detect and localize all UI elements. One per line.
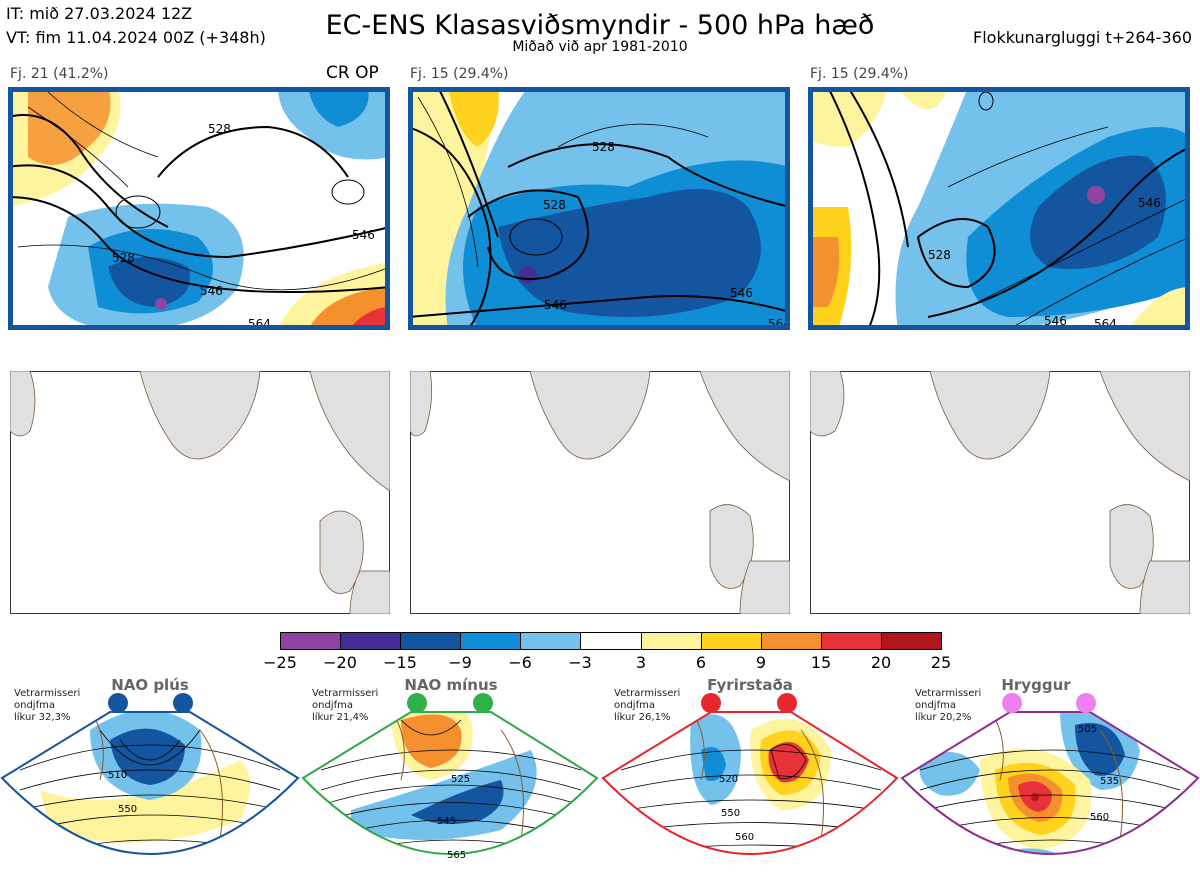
base-map-2 <box>409 370 791 618</box>
colorbar-tick: −20 <box>323 653 357 672</box>
cluster-map-2-frame <box>408 87 790 330</box>
contour-label: 546 <box>544 298 567 312</box>
contour-label: 560 <box>735 832 754 843</box>
regime-title: Fyrirstaða <box>707 676 793 694</box>
cluster-map-2: 528 528 546 546 564 <box>407 86 791 334</box>
colorbar-swatch <box>581 633 642 649</box>
contour-label: 528 <box>543 198 566 212</box>
colorbar-swatch <box>521 633 582 649</box>
page-subtitle: Miðað við apr 1981-2010 <box>512 39 688 55</box>
regime-note: Vetrarmisseri ondjfma líkur 20,2% <box>915 688 982 723</box>
colorbar-tick: 25 <box>930 653 952 672</box>
base-map-1 <box>9 370 391 618</box>
contour-label: 546 <box>200 284 223 298</box>
colorbar-tick: 20 <box>870 653 892 672</box>
colorbar-tick: −9 <box>448 653 472 672</box>
classification-window: Flokkunargluggi t+264-360 <box>973 28 1192 47</box>
regime-title: Hryggur <box>1001 676 1071 694</box>
contour-label: 546 <box>352 228 375 242</box>
contour-label: 546 <box>730 286 753 300</box>
colorbar-tick: −25 <box>263 653 297 672</box>
cluster-map-1: 528 528 546 546 564 <box>7 87 391 334</box>
base-map-3 <box>809 370 1191 618</box>
colorbar-swatch <box>641 633 702 649</box>
contour-label: 528 <box>928 248 951 262</box>
regime-note: Vetrarmisseri ondjfma líkur 21,4% <box>312 688 379 723</box>
contour-label: 550 <box>118 804 137 815</box>
colorbar-tick: 15 <box>810 653 832 672</box>
panel-label: Fj. 21 (41.2%) <box>10 66 109 82</box>
regime-map-nao-minus: 525 545 565 <box>301 690 599 874</box>
contour-label: 528 <box>592 140 615 154</box>
contour-label: 525 <box>451 774 470 785</box>
colorbar-tick: 3 <box>635 653 647 672</box>
contour-label: 528 <box>208 122 231 136</box>
contour-label: 550 <box>721 808 740 819</box>
initial-time: IT: mið 27.03.2024 12Z <box>6 4 193 23</box>
contour-label: 535 <box>1100 776 1119 787</box>
colorbar-tick: −3 <box>568 653 592 672</box>
colorbar-swatch <box>761 633 822 649</box>
contour-label: 546 <box>1044 314 1067 328</box>
contour-label: 510 <box>108 770 127 781</box>
regime-note: Vetrarmisseri ondjfma líkur 26,1% <box>614 688 681 723</box>
colorbar-swatch <box>341 633 402 649</box>
colorbar-swatch <box>281 633 342 649</box>
contour-label: 505 <box>1078 724 1097 735</box>
cluster-map-3-frame <box>808 87 1190 330</box>
valid-time: VT: fim 11.04.2024 00Z (+348h) <box>6 28 266 47</box>
cluster-map-3: 528 546 546 564 <box>808 86 1191 334</box>
regime-map-ridge: 505 535 560 <box>900 690 1200 874</box>
colorbar-tick: 9 <box>755 653 767 672</box>
contour-label: 528 <box>112 251 135 265</box>
colorbar-swatch <box>461 633 522 649</box>
colorbar <box>280 632 942 650</box>
contour-label: 520 <box>719 774 738 785</box>
regime-title: NAO plús <box>111 676 189 694</box>
crop-label: CR OP <box>326 63 379 83</box>
contour-label: 545 <box>437 816 456 827</box>
panel-label: Fj. 15 (29.4%) <box>410 66 509 82</box>
cluster-map-1-frame <box>8 87 390 330</box>
colorbar-swatch <box>701 633 762 649</box>
page-title: EC-ENS Klasasviðsmyndir - 500 hPa hæð <box>325 10 875 41</box>
colorbar-tick: −15 <box>383 653 417 672</box>
regime-map-blocking: 520 550 560 <box>601 690 899 874</box>
colorbar-tick: −6 <box>508 653 532 672</box>
regime-note: Vetrarmisseri ondjfma líkur 32,3% <box>14 688 81 723</box>
colorbar-tick: 6 <box>695 653 707 672</box>
panel-label: Fj. 15 (29.4%) <box>810 66 909 82</box>
contour-label: 546 <box>1138 196 1161 210</box>
contour-label: 565 <box>447 850 466 861</box>
regime-title: NAO mínus <box>404 676 498 694</box>
colorbar-swatch <box>821 633 882 649</box>
colorbar-swatch <box>401 633 462 649</box>
regime-map-nao-plus: 510 550 <box>0 690 300 874</box>
colorbar-swatch <box>881 633 942 649</box>
contour-label: 560 <box>1090 812 1109 823</box>
